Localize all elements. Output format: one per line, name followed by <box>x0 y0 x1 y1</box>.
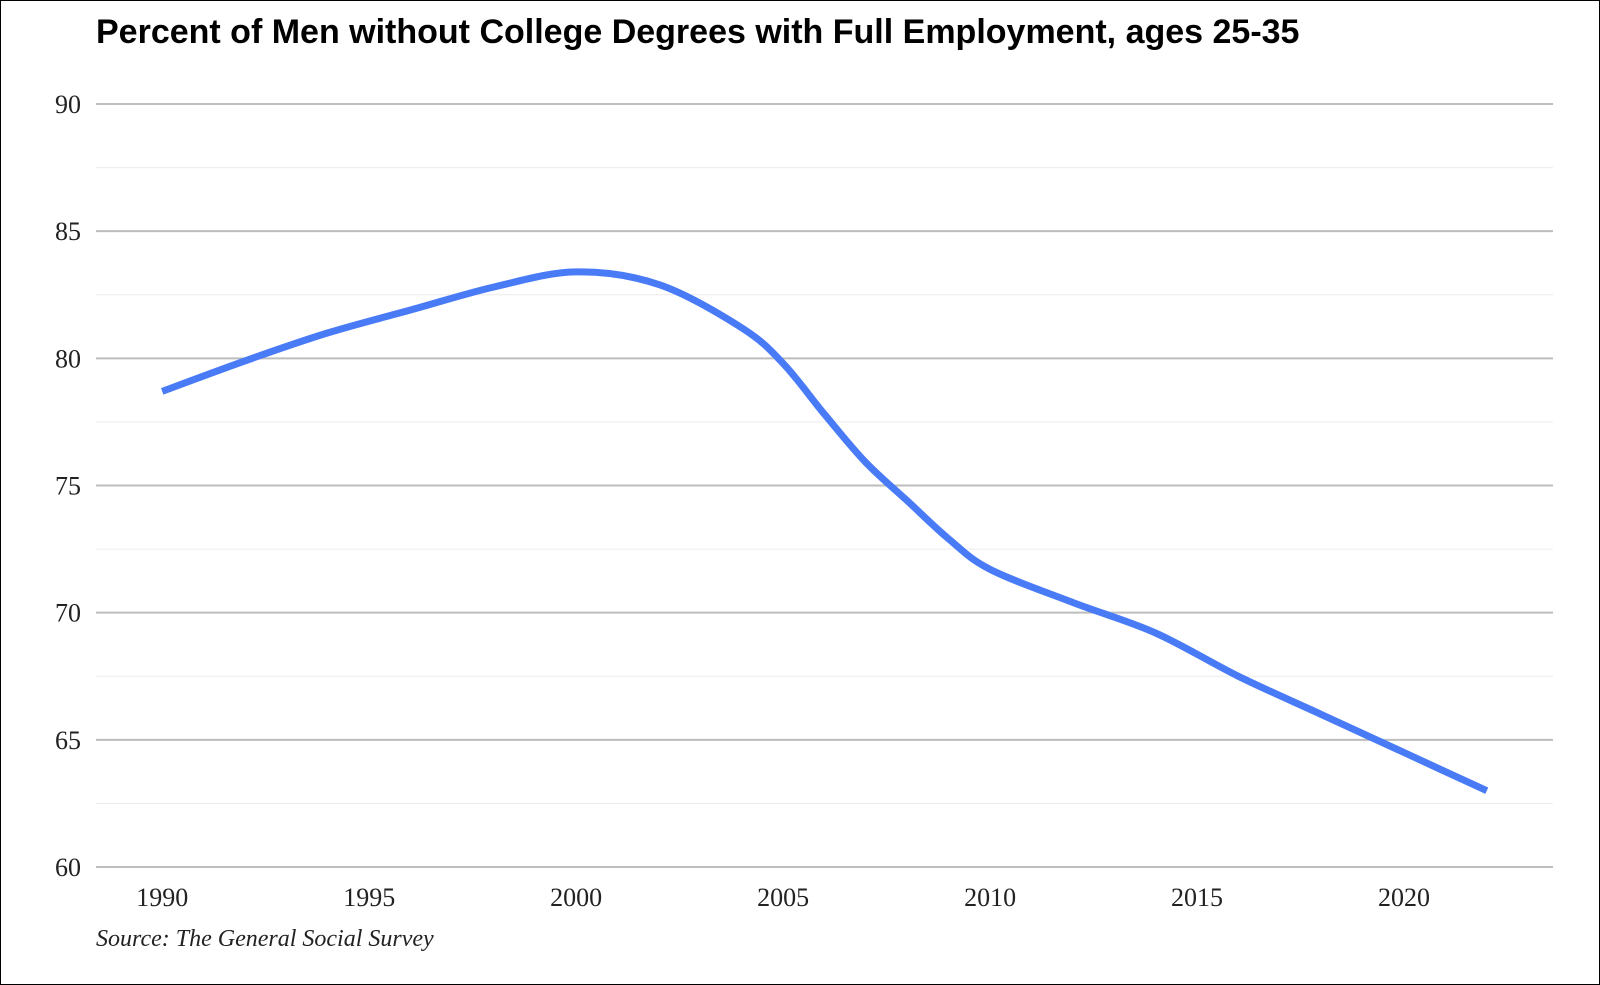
y-tick-label: 70 <box>55 599 81 628</box>
series-layer <box>160 268 1489 794</box>
x-tick-label: 2010 <box>964 883 1016 912</box>
series-line <box>160 268 1489 794</box>
x-tick-label: 2000 <box>550 883 602 912</box>
x-tick-label: 2005 <box>757 883 809 912</box>
y-tick-label: 60 <box>55 853 81 882</box>
y-tick-label: 65 <box>55 726 81 755</box>
y-tick-label: 80 <box>55 344 81 373</box>
x-tick-label: 1990 <box>136 883 188 912</box>
y-axis-ticks: 60 65 70 75 80 85 90 <box>55 90 81 882</box>
x-tick-label: 2020 <box>1378 883 1430 912</box>
y-tick-label: 75 <box>55 472 81 501</box>
y-tick-label: 85 <box>55 217 81 246</box>
x-tick-label: 2015 <box>1171 883 1223 912</box>
grid-lines <box>96 103 1553 868</box>
x-axis-ticks: 1990 1995 2000 2005 2010 2015 2020 <box>136 883 1430 912</box>
y-tick-label: 90 <box>55 90 81 119</box>
chart-title: Percent of Men without College Degrees w… <box>96 13 1299 51</box>
x-tick-label: 1995 <box>343 883 395 912</box>
source-note: Source: The General Social Survey <box>96 926 434 952</box>
